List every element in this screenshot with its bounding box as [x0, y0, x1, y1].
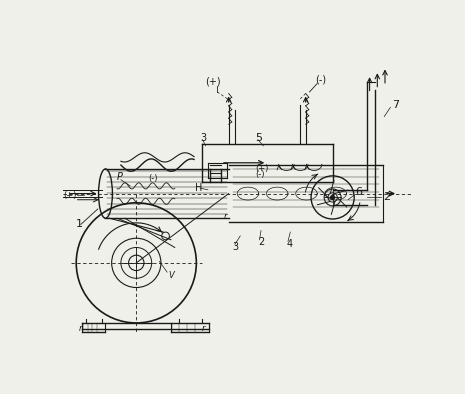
Text: 1: 1 [76, 219, 83, 229]
Text: 3: 3 [232, 242, 239, 253]
Text: H: H [195, 183, 202, 193]
Text: (+): (+) [206, 77, 221, 87]
Text: 5: 5 [256, 133, 263, 143]
Text: V: V [169, 271, 174, 280]
Circle shape [330, 195, 335, 200]
Text: r: r [202, 324, 205, 333]
Text: (+): (+) [256, 164, 269, 173]
Text: r: r [223, 212, 227, 221]
Text: 4: 4 [286, 239, 292, 249]
Text: r: r [79, 324, 82, 333]
Text: 6: 6 [356, 187, 363, 197]
Text: (-): (-) [316, 74, 326, 85]
Text: (-): (-) [148, 174, 157, 183]
Text: P: P [117, 172, 123, 182]
Text: 2: 2 [258, 237, 264, 247]
Text: (-): (-) [256, 170, 265, 179]
Text: (+): (+) [63, 191, 77, 200]
Text: 2: 2 [383, 192, 390, 203]
Text: 3: 3 [200, 133, 206, 143]
Text: 7: 7 [392, 100, 399, 110]
